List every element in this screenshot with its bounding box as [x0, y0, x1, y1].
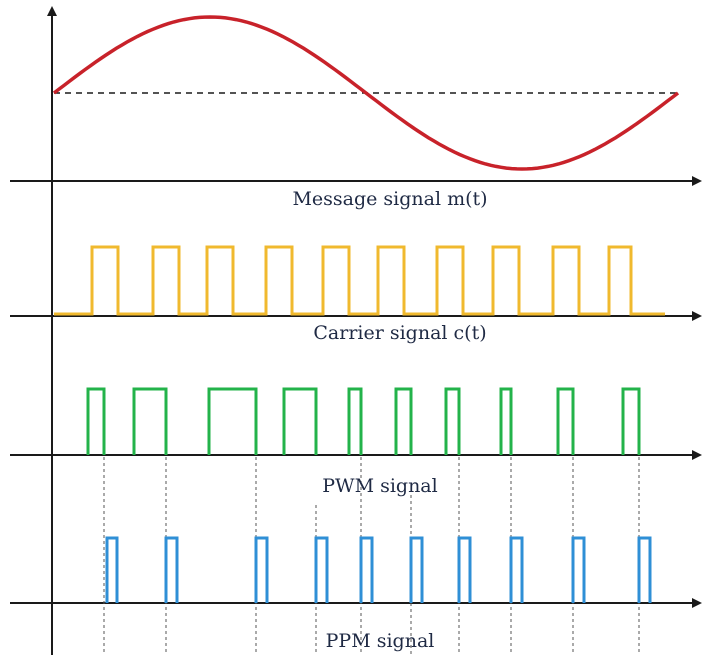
pwm-pulse — [556, 387, 575, 455]
ppm-pulse — [571, 536, 586, 603]
message-signal-wave — [52, 15, 680, 171]
pwm-pulse — [347, 387, 363, 455]
pwm-pulse — [86, 387, 106, 455]
carrier-signal-label: Carrier signal c(t) — [313, 322, 487, 344]
pwm-pulse — [207, 387, 258, 455]
pwm-pulse — [444, 387, 461, 455]
ppm-pulse — [164, 536, 179, 603]
ppm-signal-pulses — [105, 536, 652, 603]
pwm-pulse — [282, 387, 318, 455]
pwm-signal-pulses — [86, 387, 641, 455]
ppm-pulse — [105, 536, 119, 603]
ppm-pulse — [637, 536, 652, 603]
ppm-pulse — [409, 536, 424, 603]
ppm-pulse — [359, 536, 374, 603]
pwm-pulse — [132, 387, 168, 455]
ppm-signal-label: PPM signal — [325, 630, 435, 652]
ppm-pulse — [457, 536, 472, 603]
pwm-pulse — [394, 387, 413, 455]
carrier-signal-wave — [54, 245, 665, 316]
message-signal-label: Message signal m(t) — [292, 188, 488, 210]
ppm-pulse — [314, 536, 329, 603]
pwm-pulse — [499, 387, 513, 455]
ppm-pulse — [254, 536, 269, 603]
ppm-pulse — [509, 536, 524, 603]
pwm-signal-label: PWM signal — [322, 475, 438, 497]
pwm-pulse — [621, 387, 641, 455]
